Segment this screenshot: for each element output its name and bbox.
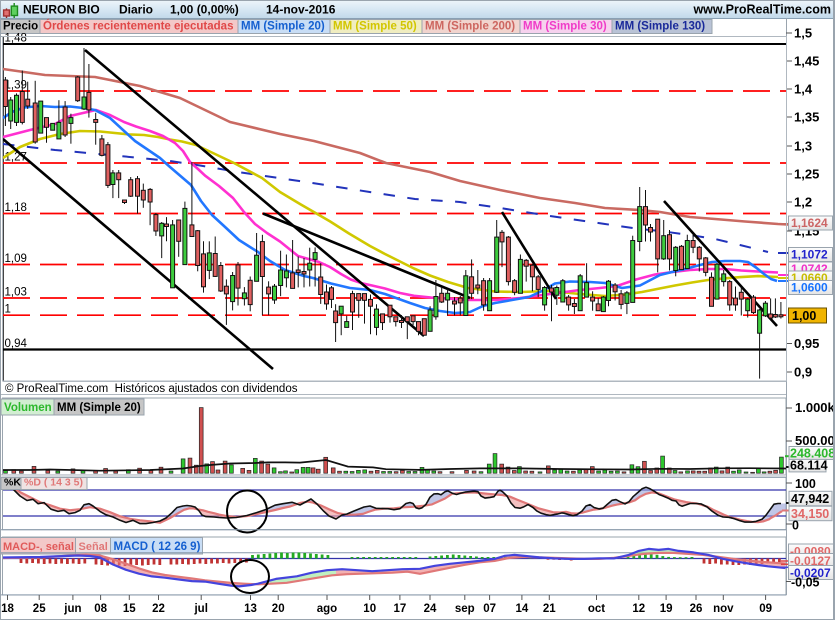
svg-text:1,5: 1,5 <box>794 26 812 41</box>
svg-text:10: 10 <box>363 603 376 615</box>
svg-text:47,942: 47,942 <box>791 492 829 506</box>
svg-text:22: 22 <box>152 603 165 615</box>
svg-text:MM (Simple 30): MM (Simple 30) <box>523 21 607 33</box>
svg-text:1,25: 1,25 <box>794 167 819 182</box>
svg-text:MM (Simple 50): MM (Simple 50) <box>333 21 417 33</box>
svg-text:1,00 (0,00%): 1,00 (0,00%) <box>170 3 239 17</box>
svg-text:-0,0207: -0,0207 <box>790 566 831 580</box>
svg-text:24: 24 <box>424 603 437 615</box>
svg-text:1,0600: 1,0600 <box>791 281 828 295</box>
svg-text:0,94: 0,94 <box>5 338 28 350</box>
svg-text:20: 20 <box>272 603 285 615</box>
svg-text:1.000k: 1.000k <box>795 400 835 415</box>
svg-text:1,4: 1,4 <box>794 82 813 97</box>
svg-text:07: 07 <box>483 603 496 615</box>
svg-text:MM (Simple 20): MM (Simple 20) <box>57 402 141 414</box>
svg-text:18: 18 <box>1 603 14 615</box>
svg-text:19: 19 <box>660 603 673 615</box>
svg-text:Señal: Señal <box>79 541 108 553</box>
svg-text:1,1072: 1,1072 <box>791 248 828 262</box>
svg-text:MACD-, señal: MACD-, señal <box>3 541 74 553</box>
svg-text:21: 21 <box>543 603 556 615</box>
svg-text:100: 100 <box>795 477 816 491</box>
svg-text:sep: sep <box>455 603 475 615</box>
svg-text:1,1624: 1,1624 <box>791 216 828 230</box>
svg-text:jun: jun <box>63 603 81 615</box>
svg-text:Órdenes recientemente ejecutad: Órdenes recientemente ejecutadas <box>43 20 233 33</box>
svg-text:ago: ago <box>317 603 337 615</box>
svg-text:68.114: 68.114 <box>790 459 828 473</box>
svg-text:1,03: 1,03 <box>5 287 27 299</box>
svg-text:14-nov-2016: 14-nov-2016 <box>266 3 336 17</box>
svg-text:14: 14 <box>516 603 529 615</box>
svg-text:0: 0 <box>792 519 799 533</box>
svg-text:1,09: 1,09 <box>5 253 27 265</box>
svg-text:1,3: 1,3 <box>794 139 812 154</box>
svg-text:0,9: 0,9 <box>794 365 812 380</box>
svg-text:%K: %K <box>4 477 21 489</box>
svg-text:1,2: 1,2 <box>794 195 812 210</box>
svg-text:-0,05: -0,05 <box>791 576 820 590</box>
svg-text:1,39: 1,39 <box>5 80 27 92</box>
svg-text:© ProRealTime.com Históricos: © ProRealTime.com Históricos ajustados c… <box>5 383 298 395</box>
svg-text:0,95: 0,95 <box>794 336 819 351</box>
svg-text:%D ( 14 3 5): %D ( 14 3 5) <box>24 477 83 489</box>
svg-text:jul: jul <box>193 603 207 615</box>
svg-text:MACD ( 12 26 9): MACD ( 12 26 9) <box>114 541 201 553</box>
svg-text:15: 15 <box>123 603 136 615</box>
svg-text:Diario: Diario <box>119 3 153 17</box>
svg-text:1: 1 <box>5 304 11 316</box>
svg-text:NEURON BIO: NEURON BIO <box>23 3 100 17</box>
svg-text:248.408: 248.408 <box>790 447 835 461</box>
svg-text:500.000: 500.000 <box>795 433 835 448</box>
svg-text:17: 17 <box>394 603 407 615</box>
svg-text:1,35: 1,35 <box>794 110 819 125</box>
svg-text:MM (Simple 130): MM (Simple 130) <box>615 21 705 33</box>
svg-text:12: 12 <box>632 603 645 615</box>
svg-text:1,45: 1,45 <box>794 54 819 69</box>
svg-text:Precio: Precio <box>3 21 38 33</box>
svg-text:1,48: 1,48 <box>5 33 27 45</box>
svg-text:MM (Simple 200): MM (Simple 200) <box>425 21 515 33</box>
svg-text:-0,0127: -0,0127 <box>790 554 831 568</box>
svg-text:09: 09 <box>759 603 772 615</box>
svg-text:13: 13 <box>244 603 257 615</box>
svg-text:25: 25 <box>33 603 46 615</box>
svg-text:26: 26 <box>690 603 703 615</box>
svg-text:www.ProRealTime.com: www.ProRealTime.com <box>692 3 831 17</box>
svg-text:MM (Simple 20): MM (Simple 20) <box>241 21 325 33</box>
svg-text:nov: nov <box>713 603 734 615</box>
svg-text:1,00: 1,00 <box>792 309 816 323</box>
svg-text:oct: oct <box>588 603 605 615</box>
svg-text:1,18: 1,18 <box>5 202 27 214</box>
svg-text:34,150: 34,150 <box>791 507 829 521</box>
svg-text:Volumen: Volumen <box>4 402 52 414</box>
svg-text:08: 08 <box>94 603 107 615</box>
